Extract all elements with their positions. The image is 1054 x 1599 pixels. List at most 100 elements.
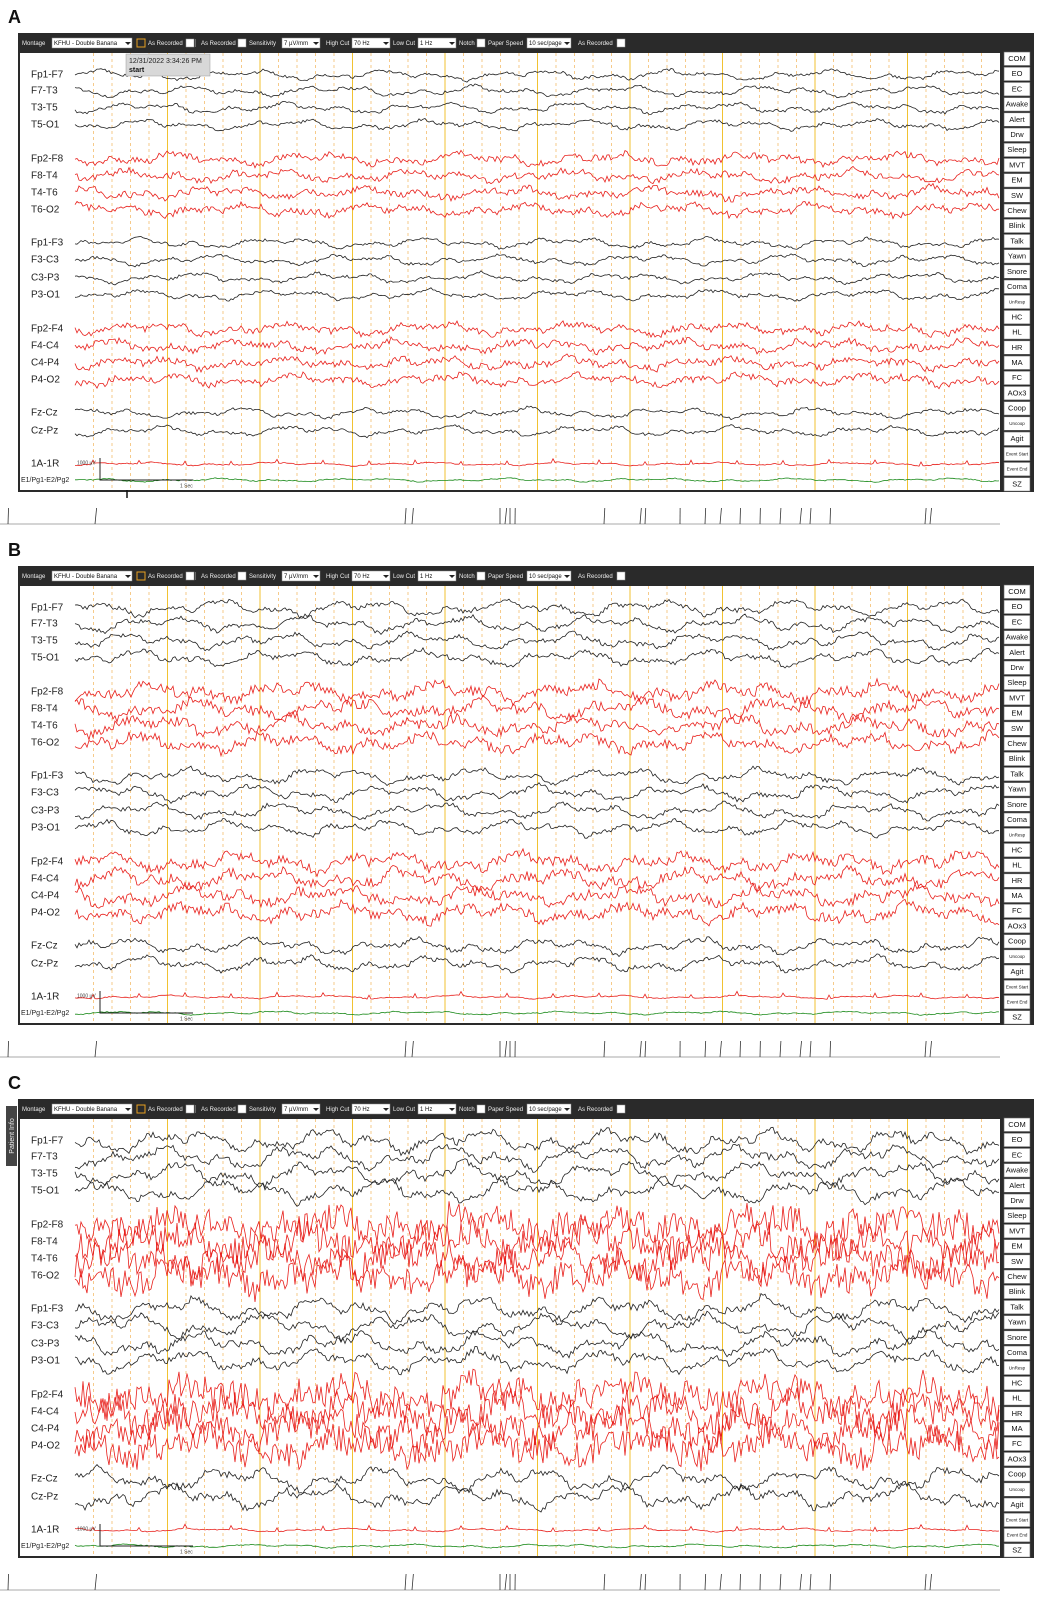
channel-label: T5-O1 xyxy=(31,120,60,131)
dropdown-value: 10 sec/page xyxy=(529,1107,562,1113)
channel-label: P4-O2 xyxy=(31,1441,60,1452)
event-button-label: SZ xyxy=(1012,480,1022,489)
channel-label: F3-C3 xyxy=(31,1321,59,1332)
timeline-tick xyxy=(8,1041,9,1057)
dropdown-value: 1 Hz xyxy=(420,1107,432,1113)
checkbox[interactable] xyxy=(186,39,194,47)
event-button-label: HC xyxy=(1012,1378,1023,1387)
dropdown-value: 10 sec/page xyxy=(529,574,562,580)
checkbox[interactable] xyxy=(617,39,625,47)
event-button-label: Blink xyxy=(1009,754,1026,763)
event-button-label: Event Start xyxy=(1006,1517,1029,1522)
toolbar-label: Notch xyxy=(459,574,475,580)
dropdown-value: 7 µV/mm xyxy=(284,1107,308,1113)
event-button-label: Yawn xyxy=(1008,785,1026,794)
channel-label: T5-O1 xyxy=(31,653,60,664)
event-button-label: MVT xyxy=(1009,160,1025,169)
panel-label: B xyxy=(8,540,21,560)
toolbar-label: As Recorded xyxy=(578,41,613,47)
channel-label: F4-C4 xyxy=(31,341,59,352)
channel-label: F3-C3 xyxy=(31,255,59,266)
event-button-label: FC xyxy=(1012,373,1023,382)
side-tab-label[interactable]: Patient Info xyxy=(9,1118,16,1154)
event-button-label: EC xyxy=(1012,84,1023,93)
channel-label: Fz-Cz xyxy=(31,1474,58,1485)
event-button-label: COM xyxy=(1008,54,1026,63)
event-button-label: Talk xyxy=(1010,769,1024,778)
calibration-amplitude: 1000 µV xyxy=(77,1526,96,1532)
channel-label: Fp1-F7 xyxy=(31,603,64,614)
event-button-label: Drw xyxy=(1010,663,1024,672)
event-button-label: Awake xyxy=(1006,1166,1028,1175)
event-button-label: Snore xyxy=(1007,267,1027,276)
toolbar-label: Notch xyxy=(459,41,475,47)
timeline-tick xyxy=(830,1574,831,1590)
toolbar-label: Sensitivity xyxy=(249,41,276,47)
channel-label: Fp1-F7 xyxy=(31,70,64,81)
checkbox[interactable] xyxy=(186,572,194,580)
channel-label: T6-O2 xyxy=(31,1271,60,1282)
event-button-label: SW xyxy=(1011,1257,1024,1266)
event-button-label: FC xyxy=(1012,1439,1023,1448)
channel-label: Fp1-F3 xyxy=(31,771,64,782)
channel-label: F8-T4 xyxy=(31,171,58,182)
channel-label: P3-O1 xyxy=(31,290,60,301)
event-button-label: AOx3 xyxy=(1008,921,1027,930)
toolbar-label: Paper Speed xyxy=(488,1107,523,1113)
event-button-label: Snore xyxy=(1007,800,1027,809)
checkbox[interactable] xyxy=(477,1105,485,1113)
event-button-label: Awake xyxy=(1006,100,1028,109)
event-button-label: EC xyxy=(1012,617,1023,626)
event-button-label: Coma xyxy=(1007,815,1028,824)
event-button-label: MA xyxy=(1011,358,1022,367)
event-button-label: Coop xyxy=(1008,1470,1026,1479)
toolbar-label: Notch xyxy=(459,1107,475,1113)
checkbox[interactable] xyxy=(238,572,246,580)
channel-label: Fp2-F8 xyxy=(31,687,64,698)
channel-label: T6-O2 xyxy=(31,205,60,216)
channel-label: P4-O2 xyxy=(31,375,60,386)
checkbox[interactable] xyxy=(238,1105,246,1113)
event-button-label: Blink xyxy=(1009,221,1026,230)
event-button-label: HR xyxy=(1012,876,1023,885)
checkbox[interactable] xyxy=(617,1105,625,1113)
event-button-label: HR xyxy=(1012,343,1023,352)
checkbox[interactable] xyxy=(186,1105,194,1113)
toolbar-label: As Recorded xyxy=(148,574,183,580)
checkbox[interactable] xyxy=(477,39,485,47)
checkbox[interactable] xyxy=(477,572,485,580)
toolbar-label: Low Cut xyxy=(393,574,415,580)
event-button-label: Event End xyxy=(1007,467,1028,472)
event-button-label: Agit xyxy=(1011,1500,1025,1509)
checkbox[interactable] xyxy=(238,39,246,47)
event-button-label: Chew xyxy=(1007,206,1027,215)
channel-label: F3-C3 xyxy=(31,788,59,799)
event-button-label: Uncoop xyxy=(1009,421,1025,426)
event-button-label: Alert xyxy=(1009,115,1025,124)
channel-label: Fp2-F4 xyxy=(31,857,64,868)
eeg-panel: AMontageKFHU - Double BananaAs RecordedA… xyxy=(0,0,1054,533)
checkbox[interactable] xyxy=(617,572,625,580)
timeline xyxy=(0,492,1054,525)
channel-label: C3-P3 xyxy=(31,1339,60,1350)
event-button-label: SZ xyxy=(1012,1546,1022,1555)
checkbox xyxy=(195,1105,196,1113)
event-button-label: EM xyxy=(1011,176,1022,185)
timestamp: 12/31/2022 3:34:26 PM xyxy=(129,58,202,65)
event-button-label: EO xyxy=(1012,69,1023,78)
timeline-tick xyxy=(740,1041,741,1057)
timeline-tick xyxy=(740,1574,741,1590)
toolbar-label: As Recorded xyxy=(148,41,183,47)
event-button-label: Snore xyxy=(1007,1333,1027,1342)
event-button-label: AOx3 xyxy=(1008,1454,1027,1463)
channel-label: Fp2-F4 xyxy=(31,324,64,335)
event-button-label: Sleep xyxy=(1007,145,1026,154)
channel-label: E1/Pg1-E2/Pg2 xyxy=(21,1543,69,1550)
event-button-label: MA xyxy=(1011,891,1022,900)
event-button-label: SZ xyxy=(1012,1013,1022,1022)
toolbar-label: As Recorded xyxy=(201,574,236,580)
event-button-label: COM xyxy=(1008,1120,1026,1129)
event-button-label: UnResp xyxy=(1009,1365,1026,1370)
calibration-amplitude: 1000 µV xyxy=(77,460,96,466)
channel-label: C4-P4 xyxy=(31,891,60,902)
